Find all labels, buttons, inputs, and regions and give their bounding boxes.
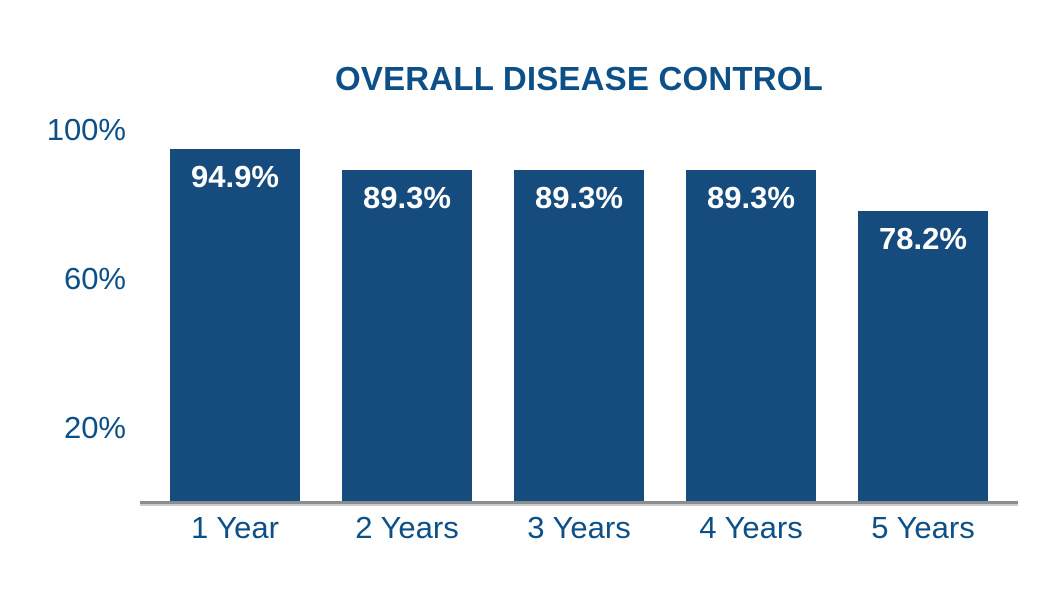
x-tick-label: 2 Years [355,510,459,545]
bar: 89.3% [514,170,644,502]
y-tick-label: 60% [63,260,126,296]
bar-value-label: 78.2% [879,221,967,256]
x-tick-label: 4 Years [699,510,803,545]
y-tick-label: 100% [46,112,126,147]
bar-value-label: 89.3% [363,180,451,215]
bar: 89.3% [342,170,472,502]
bar-value-label: 89.3% [535,180,623,215]
x-axis: 1 Year 2 Years 3 Years 4 Years 5 Years [140,510,1018,546]
bar: 78.2% [858,211,988,502]
bar-value-label: 94.9% [191,159,279,194]
plot-area: 94.9% 89.3% 89.3% 89.3% 78.2% [140,130,1018,502]
x-tick-label: 5 Years [871,510,975,545]
x-tick-label: 1 Year [191,510,279,545]
y-tick-label: 20% [63,409,126,445]
bar: 89.3% [686,170,816,502]
bar: 94.9% [170,149,300,502]
y-axis: 100% 60% 20% [0,0,126,601]
x-tick-label: 3 Years [527,510,631,545]
bar-value-label: 89.3% [707,180,795,215]
x-axis-line [140,501,1018,506]
chart-title: OVERALL DISEASE CONTROL [334,60,824,97]
